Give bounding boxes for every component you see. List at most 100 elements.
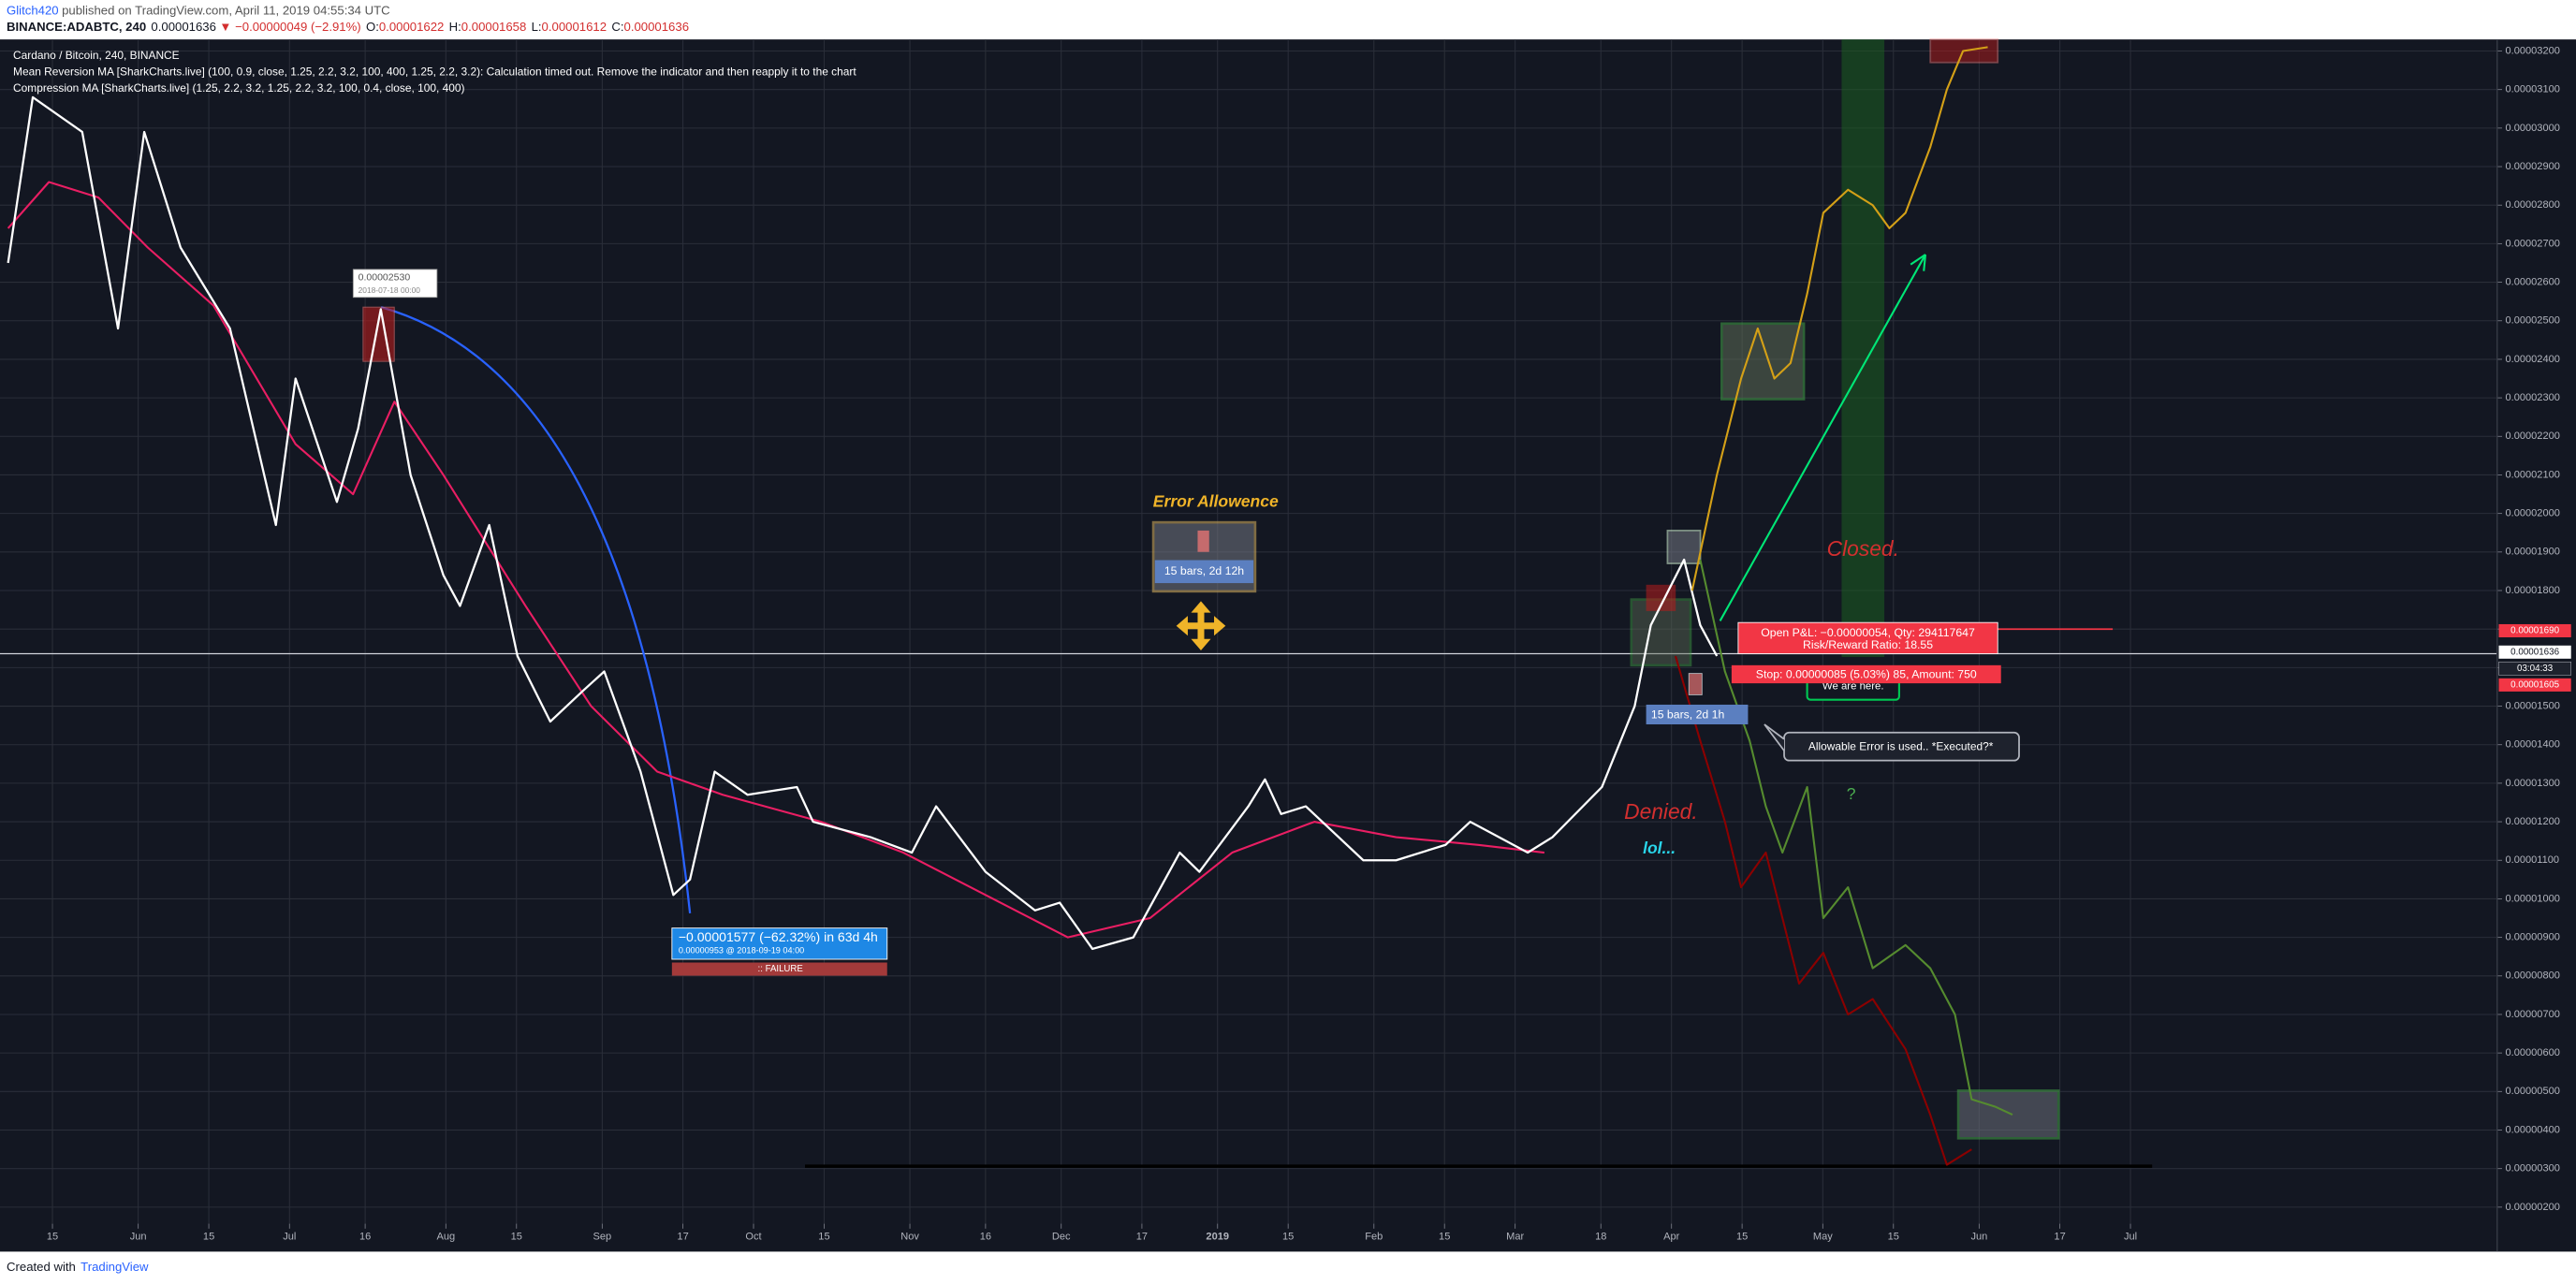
price-label-box [352,269,438,299]
y-tick-label: 0.00002400 [2506,354,2560,365]
arrow [1719,254,1926,621]
y-tick-label: 0.00001800 [2506,585,2560,596]
x-tick-label: 18 [1595,1232,1606,1243]
y-tick-label: 0.00002900 [2506,161,2560,172]
x-tick-label: Jul [2124,1232,2137,1243]
ohlc-value: 0.00001612 [542,20,607,34]
annotation: Error Allowence [1153,492,1279,511]
annotation: Denied. [1624,799,1698,824]
price-tag [2498,645,2571,659]
ohlc-label: H: [449,20,461,34]
y-tick-label: 0.00001300 [2506,778,2560,789]
y-tick-label: 0.00003000 [2506,123,2560,134]
ohlc-label: C: [611,20,623,34]
header-line: Glitch420 published on TradingView.com, A… [7,4,390,18]
footer: Created with TradingView [7,1260,149,1274]
price-tag-label: 0.00001605 [2510,679,2559,690]
x-tick-label: Mar [1506,1232,1524,1243]
last: 0.00001636 [151,20,216,34]
annotation: 15 bars, 2d 1h [1651,708,1725,722]
arrow-head [1910,254,1927,271]
annotation: Stop: 0.00000085 (5.03%) 85, Amount: 750 [1756,668,1977,681]
annotation: ? [1847,784,1856,803]
ohlc-value: 0.00001636 [624,20,690,34]
x-tick-label: Aug [436,1232,455,1243]
y-tick-label: 0.00002000 [2506,508,2560,519]
annotation: Closed. [1827,536,1899,561]
x-tick-label: Jul [283,1232,296,1243]
price-tag [2498,662,2571,676]
y-tick-label: 0.00001000 [2506,893,2560,904]
y-tick-label: 0.00002300 [2506,392,2560,403]
annotation: Open P&L: −0.00000054, Qty: 294117647 [1761,626,1975,639]
y-tick-label: 0.00002500 [2506,315,2560,327]
price-tag-label: 0.00001690 [2510,626,2559,636]
price-tag [2498,623,2571,637]
y-tick-label: 0.00002100 [2506,469,2560,480]
y-tick-label: 0.00002700 [2506,238,2560,249]
y-tick-label: 0.00000700 [2506,1009,2560,1020]
annotation: :: FAILURE [758,964,804,974]
x-tick-label: 15 [203,1232,214,1243]
x-tick-label: May [1813,1232,1833,1243]
price-line [1674,655,1972,1166]
x-tick-label: 15 [1888,1232,1899,1243]
y-tick-label: 0.00001200 [2506,816,2560,827]
ohlc-label: O: [366,20,379,34]
x-tick-label: 15 [1282,1232,1294,1243]
x-tick-label: 17 [677,1232,688,1243]
box [1197,530,1209,552]
annotation: lol... [1643,839,1676,857]
price-tag [2498,678,2571,692]
bars-box [1154,560,1254,584]
annotation: Risk/Reward Ratio: 18.55 [1803,638,1933,651]
bars-box [1646,704,1749,725]
y-tick-label: 0.00000900 [2506,932,2560,943]
ohlc-label: L: [532,20,542,34]
annotation: 0.00000953 @ 2018-09-19 04:00 [679,946,804,956]
x-tick-label: Jun [1970,1232,1987,1243]
y-tick-label: 0.00000500 [2506,1086,2560,1097]
symbol-line: BINANCE:ADABTC, 240 0.00001636 ▼ −0.000000… [7,20,689,34]
price-line [1699,559,2013,1116]
x-tick-label: Sep [593,1232,612,1243]
annotation: 0.00002530 [359,271,411,283]
y-tick-label: 0.00001500 [2506,700,2560,711]
x-tick-label: 15 [511,1232,522,1243]
x-tick-label: 16 [359,1232,371,1243]
ohlc-value: 0.00001658 [461,20,527,34]
published: published on TradingView.com, April 11, … [62,4,390,18]
annotation: −0.00001577 (−62.32%) in 63d 4h [679,929,878,944]
box [1688,673,1703,695]
y-tick-label: 0.00002800 [2506,199,2560,211]
annotation: 15 bars, 2d 12h [1164,564,1244,577]
y-tick-label: 0.00000200 [2506,1202,2560,1213]
failure-box [671,962,887,976]
y-tick-label: 0.00001900 [2506,547,2560,558]
y-tick-label: 0.00003100 [2506,84,2560,95]
grid: 0.00000200 0.00000300 0.00000400 0.00000500… [0,39,2560,1243]
x-tick-label: Feb [1365,1232,1383,1243]
box [1666,530,1702,564]
annotation: Allowable Error is used.. *Executed?* [1808,740,1994,753]
x-tick-label: 17 [1136,1232,1148,1243]
price-tag-label: 03:04:33 [2517,664,2554,674]
highlight-band [1841,39,1885,658]
ohlc-value: 0.00001622 [379,20,445,34]
x-tick-label: 15 [47,1232,58,1243]
change: ▼ −0.00000049 (−2.91%) [219,20,360,34]
x-tick-label: 2019 [1206,1232,1229,1243]
ohlc: O:0.00001622 H:0.00001658 L:0.00001612 C:0.… [366,20,689,34]
x-tick-label: 16 [980,1232,991,1243]
annotation: 2018-07-18 00:00 [359,285,421,295]
price-line [7,181,1545,939]
projection-arc [380,306,692,913]
move-icon [1176,601,1226,651]
series-layer [7,46,2013,1166]
y-tick-label: 0.00000600 [2506,1047,2560,1058]
x-tick-label: Oct [745,1232,761,1243]
author: Glitch420 [7,4,59,18]
legend-entry: Cardano / Bitcoin, 240, BINANCE [13,49,180,62]
